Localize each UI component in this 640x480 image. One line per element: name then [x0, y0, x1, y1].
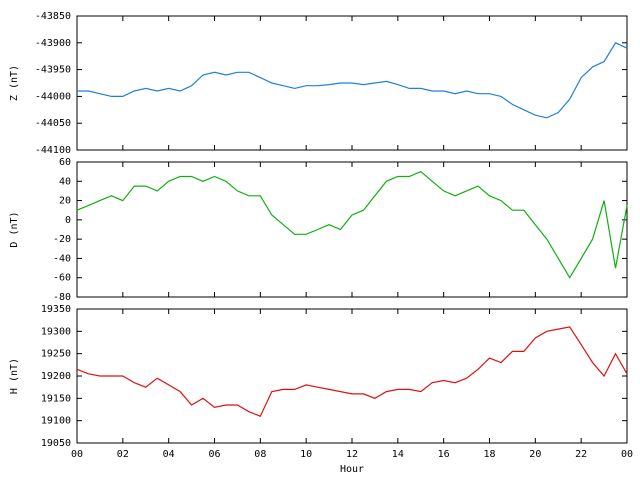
x-tick-label: 00	[71, 449, 83, 460]
y-tick-label: -43900	[35, 38, 71, 49]
x-tick-label: 12	[346, 449, 358, 460]
x-tick-label: 08	[254, 449, 266, 460]
y-tick-label: -20	[53, 234, 71, 245]
y-tick-label: 20	[59, 196, 71, 207]
data-line	[76, 170, 628, 279]
x-tick-label: 20	[529, 449, 541, 460]
y-tick-label: -44000	[35, 91, 71, 102]
x-tick-label: 18	[483, 449, 495, 460]
x-tick-label: 22	[575, 449, 587, 460]
y-tick-label: -44100	[35, 145, 71, 156]
y-tick-label: 19200	[41, 371, 71, 382]
data-line	[77, 42, 628, 119]
x-tick-label: 04	[163, 449, 175, 460]
y-tick-label: 19250	[41, 349, 71, 360]
y-axis-label: D (nT)	[9, 211, 20, 247]
y-tick-label: 19050	[41, 438, 71, 449]
x-tick-label: 16	[438, 449, 450, 460]
y-axis-label: H (nT)	[9, 358, 20, 394]
y-tick-label: 19300	[41, 326, 71, 337]
y-tick-label: 19150	[41, 393, 71, 404]
x-tick-label: 06	[208, 449, 220, 460]
y-tick-label: -80	[53, 292, 71, 303]
x-tick-label: 02	[117, 449, 129, 460]
y-tick-label: -40	[53, 253, 71, 264]
x-tick-label: 10	[300, 449, 312, 460]
y-tick-label: 40	[59, 176, 71, 187]
x-axis-label: Hour	[340, 464, 364, 475]
y-tick-label: -44050	[35, 118, 71, 129]
plot-frame	[76, 161, 628, 298]
y-tick-label: 0	[65, 215, 71, 226]
y-tick-label: 19350	[41, 304, 71, 315]
y-tick-label: 19100	[41, 416, 71, 427]
x-tick-label: 14	[392, 449, 404, 460]
plot-frame	[76, 308, 628, 444]
y-tick-label: -43950	[35, 65, 71, 76]
x-tick-label: 00	[621, 449, 633, 460]
y-tick-label: -43850	[35, 11, 71, 22]
y-tick-label: 60	[59, 157, 71, 168]
data-line	[76, 326, 628, 417]
y-tick-label: -60	[53, 273, 71, 284]
y-axis-label: Z (nT)	[9, 65, 20, 101]
